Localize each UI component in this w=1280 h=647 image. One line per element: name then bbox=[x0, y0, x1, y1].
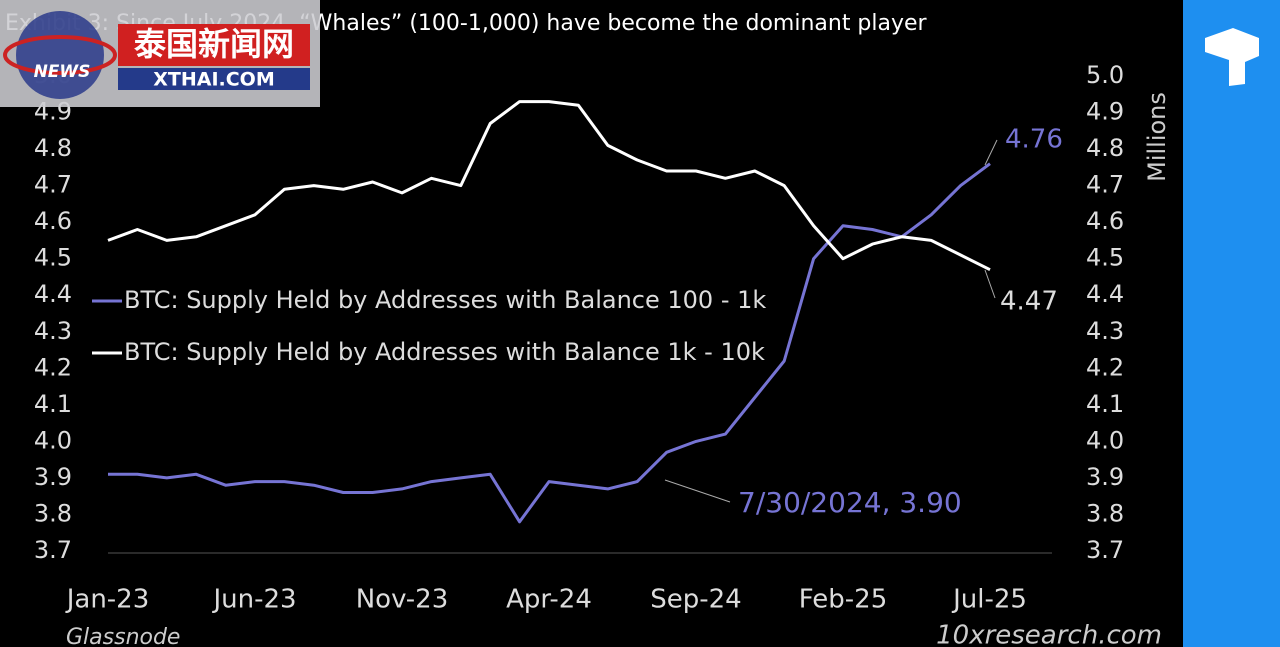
x-tick-label: Jun-23 bbox=[211, 585, 296, 615]
logo bbox=[1205, 28, 1259, 86]
x-tick-label: Feb-25 bbox=[799, 585, 888, 615]
tick-label: 5.0 bbox=[1086, 61, 1124, 89]
legend-label: BTC: Supply Held by Addresses with Balan… bbox=[124, 338, 765, 366]
watermark-name: 泰国新闻网 bbox=[134, 25, 294, 63]
side-bar bbox=[1183, 0, 1280, 647]
tick-label: 4.8 bbox=[34, 134, 72, 162]
leader-line bbox=[984, 139, 998, 166]
series-line bbox=[108, 162, 991, 524]
tick-label: 4.3 bbox=[34, 317, 72, 345]
tick-label: 4.3 bbox=[1086, 317, 1124, 345]
tick-label: 4.2 bbox=[1086, 353, 1124, 381]
source: Glassnode bbox=[66, 625, 180, 647]
tick-label: 3.7 bbox=[34, 536, 72, 564]
x-tick-label: Nov-23 bbox=[356, 585, 449, 615]
leader-line bbox=[984, 269, 996, 299]
tick-label: 3.8 bbox=[1086, 499, 1124, 527]
tick-label: 4.0 bbox=[34, 426, 72, 454]
tick-label: 3.9 bbox=[34, 463, 72, 491]
watermark-logo: NEWS 泰国新闻网 XTHAI.COM bbox=[3, 11, 310, 99]
tick-label: 4.9 bbox=[1086, 98, 1124, 126]
series-line bbox=[107, 100, 991, 272]
x-tick-label: Jul-25 bbox=[951, 585, 1027, 615]
source: 10xresearch.com bbox=[936, 621, 1162, 647]
tick-label: 4.1 bbox=[1086, 390, 1124, 418]
x-tick-label: Sep-24 bbox=[650, 585, 741, 615]
tick-label: 3.8 bbox=[34, 499, 72, 527]
tick-label: 4.0 bbox=[1086, 426, 1124, 454]
chart: Exhibit 3: Since July 2024, “Whales” (10… bbox=[5, 11, 1171, 647]
y2-axis-label: Millions bbox=[1143, 92, 1171, 182]
annotation: 7/30/2024, 3.90 bbox=[738, 486, 962, 519]
x-tick-label: Apr-24 bbox=[506, 585, 592, 615]
tick-label: 4.6 bbox=[1086, 207, 1124, 235]
tick-label: 4.5 bbox=[34, 244, 72, 272]
x-tick-label: Jan-23 bbox=[65, 585, 150, 615]
tick-label: 4.4 bbox=[34, 280, 72, 308]
legend-label: BTC: Supply Held by Addresses with Balan… bbox=[124, 286, 766, 314]
annotation: 4.47 bbox=[1000, 287, 1058, 317]
watermark-badge: NEWS bbox=[34, 62, 91, 82]
tick-label: 4.5 bbox=[1086, 244, 1124, 272]
annotation: 4.76 bbox=[1005, 125, 1063, 155]
tick-label: 4.1 bbox=[34, 390, 72, 418]
watermark: NEWS 泰国新闻网 XTHAI.COM bbox=[0, 0, 320, 107]
tick-label: 4.8 bbox=[1086, 134, 1124, 162]
watermark-site: XTHAI.COM bbox=[153, 69, 275, 91]
tick-label: 4.4 bbox=[1086, 280, 1124, 308]
tick-label: 4.2 bbox=[34, 353, 72, 381]
tick-label: 4.7 bbox=[1086, 171, 1124, 199]
tick-label: 3.7 bbox=[1086, 536, 1124, 564]
tick-label: 3.9 bbox=[1086, 463, 1124, 491]
tick-label: 4.7 bbox=[34, 171, 72, 199]
leader-line bbox=[664, 479, 731, 503]
tick-label: 4.6 bbox=[34, 207, 72, 235]
